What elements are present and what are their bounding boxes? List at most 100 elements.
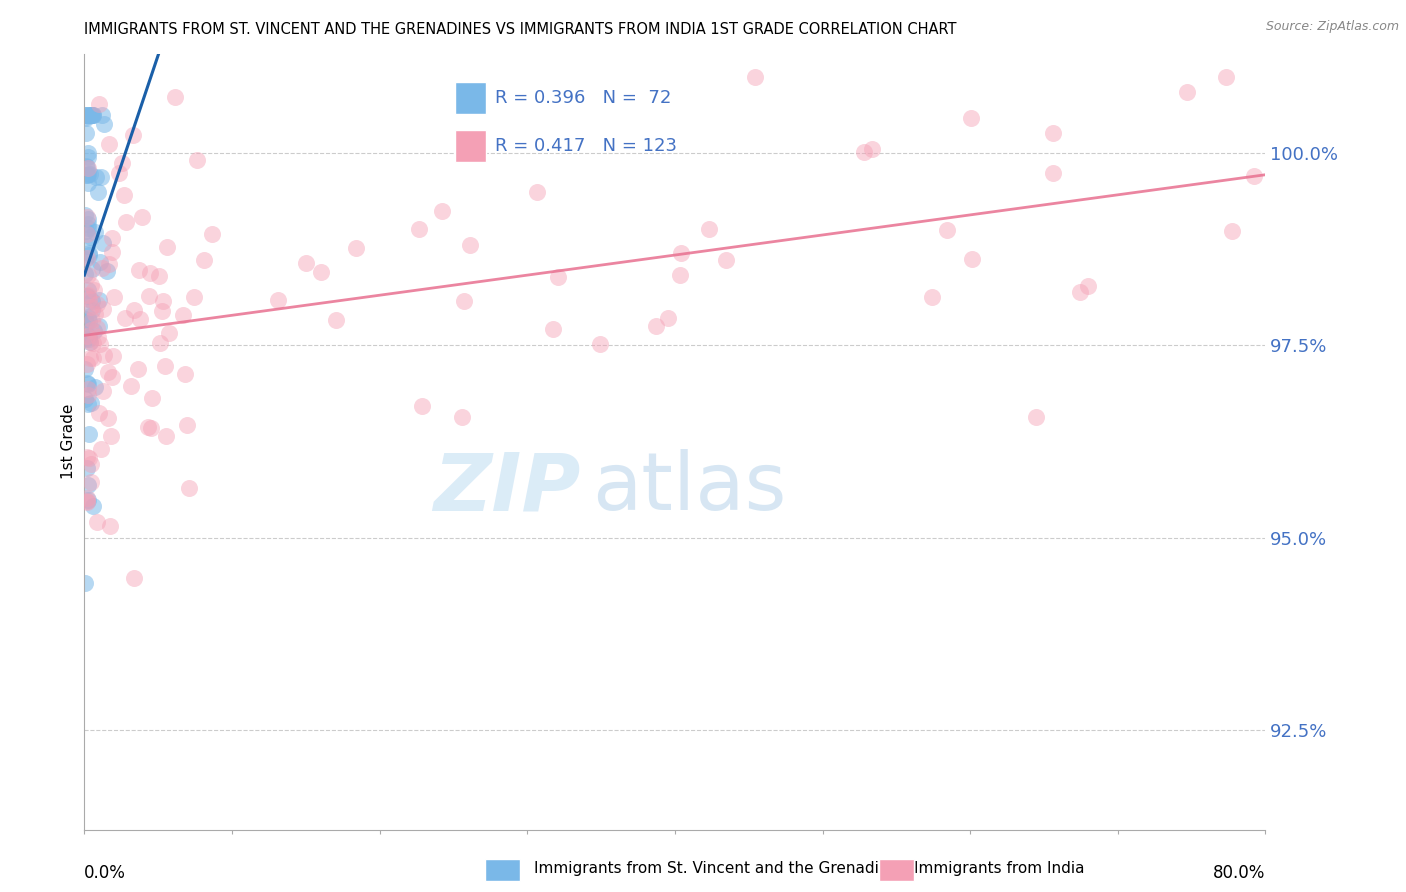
Point xyxy=(541,322,564,336)
Point xyxy=(408,221,430,235)
Point xyxy=(75,361,97,376)
Point xyxy=(73,208,96,222)
Point xyxy=(76,478,98,492)
Point xyxy=(80,262,103,277)
Point xyxy=(76,328,98,343)
Point xyxy=(79,334,101,349)
Point xyxy=(82,499,104,513)
Point xyxy=(79,323,101,337)
Point xyxy=(75,112,97,126)
Point xyxy=(411,399,433,413)
Point xyxy=(76,168,98,182)
Point xyxy=(697,221,720,235)
Point xyxy=(97,411,120,425)
Point xyxy=(75,316,97,330)
Point xyxy=(77,161,100,175)
Point xyxy=(97,365,120,379)
Point xyxy=(100,428,122,442)
Point xyxy=(128,311,150,326)
Point xyxy=(73,575,96,590)
Point xyxy=(186,153,208,167)
Point xyxy=(98,519,121,533)
Point xyxy=(163,90,186,104)
Point xyxy=(79,230,101,244)
Point xyxy=(152,293,174,308)
Point xyxy=(97,257,120,271)
Point xyxy=(83,324,105,338)
Point xyxy=(77,451,100,466)
Point xyxy=(76,491,98,505)
Point xyxy=(84,225,107,239)
Point xyxy=(128,262,150,277)
Point xyxy=(325,313,347,327)
Point xyxy=(76,227,98,242)
Point xyxy=(122,571,145,585)
Point xyxy=(77,332,100,346)
Point xyxy=(82,293,104,308)
Point xyxy=(156,240,179,254)
Point xyxy=(122,128,145,142)
Text: R = 0.396   N =  72: R = 0.396 N = 72 xyxy=(495,89,672,107)
Point xyxy=(112,187,135,202)
Point xyxy=(714,252,737,267)
Point xyxy=(201,227,224,242)
Point xyxy=(1042,166,1064,180)
Point xyxy=(76,210,98,224)
Point xyxy=(91,302,114,317)
Point xyxy=(111,156,134,170)
Point xyxy=(76,167,98,181)
Point xyxy=(1220,224,1243,238)
Point xyxy=(193,253,215,268)
Point xyxy=(76,288,98,302)
Point xyxy=(309,265,332,279)
Point xyxy=(76,160,98,174)
FancyBboxPatch shape xyxy=(456,82,486,114)
Point xyxy=(75,159,97,173)
Point xyxy=(87,97,110,112)
Point xyxy=(295,255,318,269)
Point xyxy=(77,268,100,283)
Point xyxy=(148,268,170,283)
Point xyxy=(77,176,100,190)
Point xyxy=(108,166,131,180)
Text: ZIP: ZIP xyxy=(433,449,581,527)
Point xyxy=(82,351,104,366)
Point xyxy=(84,169,107,184)
Point xyxy=(76,494,98,508)
Point xyxy=(77,382,100,396)
Point xyxy=(79,334,101,349)
Point xyxy=(127,362,149,376)
Point xyxy=(77,426,100,441)
Point xyxy=(76,460,98,475)
Point xyxy=(101,230,124,244)
Point xyxy=(73,108,96,122)
Point xyxy=(76,109,98,123)
Point xyxy=(668,268,690,283)
Point xyxy=(80,395,103,409)
Point xyxy=(430,204,453,219)
Point xyxy=(76,252,98,266)
Point xyxy=(93,117,115,131)
Point xyxy=(75,312,97,326)
Point xyxy=(860,142,883,156)
Point xyxy=(89,255,111,269)
Point xyxy=(82,313,104,327)
Point xyxy=(75,108,97,122)
Point xyxy=(183,290,205,304)
Point xyxy=(136,420,159,434)
Point xyxy=(589,336,612,351)
Point xyxy=(77,217,100,231)
Text: 80.0%: 80.0% xyxy=(1213,864,1265,882)
Point xyxy=(83,283,105,297)
Point xyxy=(90,442,112,456)
Point xyxy=(139,421,162,435)
Point xyxy=(87,329,110,343)
Point xyxy=(77,314,100,328)
Point xyxy=(114,310,136,325)
Point xyxy=(657,311,679,326)
Point xyxy=(77,493,100,508)
Point xyxy=(80,475,103,490)
Point xyxy=(1069,285,1091,300)
Point xyxy=(744,70,766,84)
Point xyxy=(80,108,103,122)
